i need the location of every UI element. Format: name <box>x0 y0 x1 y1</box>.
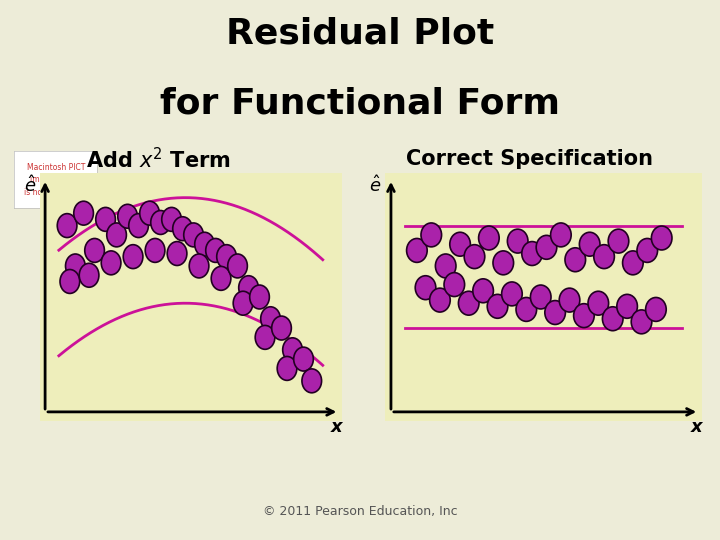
Ellipse shape <box>150 211 171 234</box>
Ellipse shape <box>140 201 159 225</box>
Text: Residual Plot: Residual Plot <box>226 16 494 50</box>
Ellipse shape <box>189 254 209 278</box>
Ellipse shape <box>536 235 557 259</box>
Ellipse shape <box>559 288 580 312</box>
Ellipse shape <box>407 239 427 262</box>
Ellipse shape <box>162 207 181 231</box>
Text: x: x <box>330 418 342 436</box>
Text: Add $x^2$ Term: Add $x^2$ Term <box>86 147 230 172</box>
Ellipse shape <box>173 217 192 241</box>
Ellipse shape <box>107 223 127 247</box>
Text: Macintosh PICT: Macintosh PICT <box>27 163 85 172</box>
Ellipse shape <box>436 254 456 278</box>
Ellipse shape <box>464 245 485 268</box>
Ellipse shape <box>415 276 436 300</box>
Text: $\hat{e}$: $\hat{e}$ <box>369 175 382 195</box>
Ellipse shape <box>73 201 94 225</box>
Ellipse shape <box>551 223 571 247</box>
Text: © 2011 Pearson Education, Inc: © 2011 Pearson Education, Inc <box>263 505 457 518</box>
Ellipse shape <box>206 239 225 262</box>
Ellipse shape <box>444 273 464 296</box>
Ellipse shape <box>261 307 280 330</box>
Ellipse shape <box>594 245 614 268</box>
Ellipse shape <box>250 285 269 309</box>
Ellipse shape <box>516 298 536 321</box>
Ellipse shape <box>239 276 258 300</box>
Ellipse shape <box>459 291 479 315</box>
Ellipse shape <box>228 254 248 278</box>
Ellipse shape <box>531 285 551 309</box>
Ellipse shape <box>603 307 623 330</box>
Ellipse shape <box>479 226 499 250</box>
Ellipse shape <box>522 241 542 266</box>
Ellipse shape <box>487 294 508 318</box>
Ellipse shape <box>646 298 666 321</box>
Ellipse shape <box>631 310 652 334</box>
Ellipse shape <box>194 232 215 256</box>
Ellipse shape <box>473 279 493 303</box>
Ellipse shape <box>637 239 657 262</box>
Ellipse shape <box>58 214 77 238</box>
Ellipse shape <box>652 226 672 250</box>
Text: for Functional Form: for Functional Form <box>160 86 560 120</box>
Ellipse shape <box>283 338 302 362</box>
Ellipse shape <box>167 241 187 266</box>
Ellipse shape <box>294 347 313 371</box>
Text: is not supported: is not supported <box>24 187 87 197</box>
Ellipse shape <box>102 251 121 275</box>
Ellipse shape <box>184 223 203 247</box>
Ellipse shape <box>565 248 585 272</box>
Ellipse shape <box>545 301 565 325</box>
Ellipse shape <box>580 232 600 256</box>
Ellipse shape <box>217 245 236 268</box>
Ellipse shape <box>502 282 522 306</box>
Ellipse shape <box>123 245 143 268</box>
Ellipse shape <box>277 356 297 380</box>
Ellipse shape <box>508 229 528 253</box>
Ellipse shape <box>302 369 322 393</box>
Text: Correct Specification: Correct Specification <box>405 149 653 170</box>
Ellipse shape <box>421 223 441 247</box>
Ellipse shape <box>255 326 275 349</box>
Ellipse shape <box>271 316 292 340</box>
Ellipse shape <box>450 232 470 256</box>
Ellipse shape <box>145 239 165 262</box>
Ellipse shape <box>608 229 629 253</box>
Ellipse shape <box>85 239 104 262</box>
Ellipse shape <box>66 254 85 278</box>
Ellipse shape <box>493 251 513 275</box>
Ellipse shape <box>79 264 99 287</box>
Ellipse shape <box>574 303 594 328</box>
Ellipse shape <box>588 291 608 315</box>
Ellipse shape <box>617 294 637 318</box>
Ellipse shape <box>60 269 80 293</box>
Text: x: x <box>690 418 702 436</box>
Ellipse shape <box>211 266 231 291</box>
Text: $\hat{e}$: $\hat{e}$ <box>24 175 36 195</box>
Ellipse shape <box>430 288 450 312</box>
Ellipse shape <box>623 251 643 275</box>
Ellipse shape <box>118 204 138 228</box>
Ellipse shape <box>233 291 253 315</box>
Ellipse shape <box>96 207 115 231</box>
Text: image format: image format <box>30 175 82 184</box>
Ellipse shape <box>129 214 148 238</box>
